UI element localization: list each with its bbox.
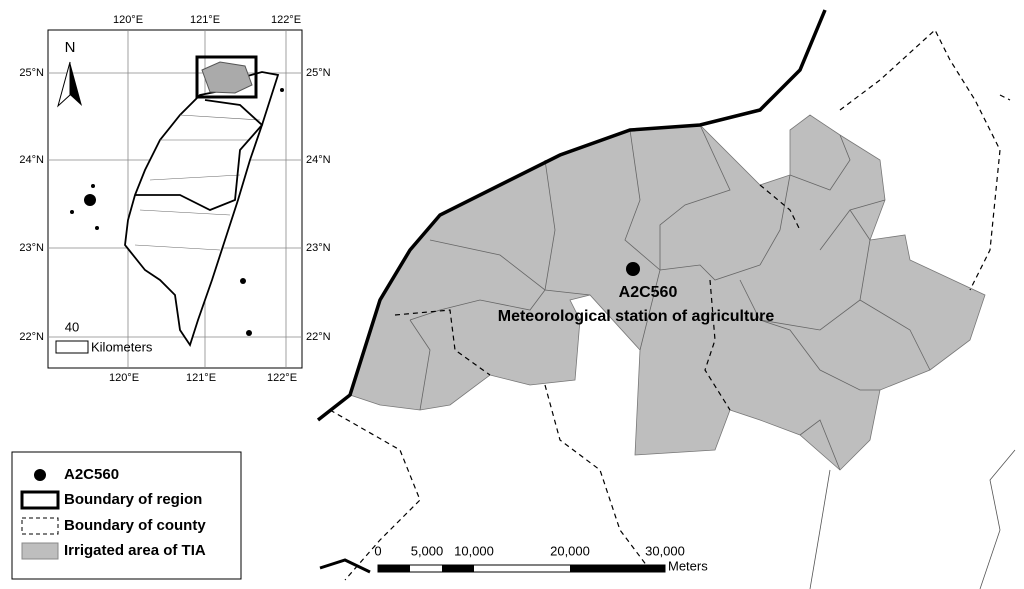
legend-symbol	[34, 469, 46, 481]
county-boundary	[329, 29, 1011, 581]
lon-label: 120°E	[113, 14, 143, 26]
station-description: Meteorological station of agriculture	[498, 308, 775, 325]
lat-label: 23°N	[19, 242, 44, 254]
scale-bar	[377, 564, 666, 573]
legend-label: A2C560	[64, 466, 119, 483]
lat-label: 22°N	[306, 331, 331, 343]
station-id: A2C560	[619, 284, 678, 301]
lon-label: 121°E	[186, 372, 216, 384]
coastline	[319, 558, 371, 574]
region-irrigated	[201, 61, 253, 94]
region-box	[195, 55, 258, 99]
legend-symbol	[21, 542, 59, 560]
scale-tick-label: 10,000	[454, 543, 494, 558]
lat-label: 24°N	[19, 154, 44, 166]
lat-label: 25°N	[19, 67, 44, 79]
north-label: N	[65, 39, 76, 56]
lat-label: 25°N	[306, 67, 331, 79]
north-arrow	[70, 62, 82, 106]
scale-segment	[378, 565, 410, 572]
district-lines	[409, 124, 931, 471]
station-marker	[626, 262, 640, 276]
legend: A2C560 Boundary of region Boundary of co…	[11, 451, 242, 580]
legend-label: Boundary of region	[64, 491, 202, 508]
lon-label: 122°E	[271, 14, 301, 26]
scale-unit: Meters	[668, 558, 708, 573]
scale-value: 40	[65, 319, 79, 334]
legend-label: Irrigated area of TIA	[64, 542, 206, 559]
thin-lines	[809, 449, 1016, 589]
scale-tick-label: 0	[374, 543, 381, 558]
scale-tick-label: 20,000	[550, 543, 590, 558]
scale-tick-label: 30,000	[645, 543, 685, 558]
scale-segment	[570, 565, 665, 572]
lat-label: 22°N	[19, 331, 44, 343]
inset-map: N 40 Kilometers	[47, 29, 303, 369]
scale-segment	[442, 565, 474, 572]
scale-tick-label: 5,000	[411, 543, 444, 558]
scale-box	[55, 340, 89, 354]
taiwan-counties	[134, 114, 261, 251]
main-map: A2C560 Meteorological station of agricul…	[316, 9, 1016, 589]
legend-symbol	[20, 490, 60, 510]
coastline	[316, 9, 827, 422]
region-boundaries	[135, 99, 264, 211]
legend-frame	[11, 451, 242, 580]
lon-label: 120°E	[109, 372, 139, 384]
islands	[70, 88, 284, 336]
legend-symbol	[21, 517, 59, 535]
lat-label: 24°N	[306, 154, 331, 166]
scale-unit: Kilometers	[91, 339, 153, 354]
lon-label: 121°E	[190, 14, 220, 26]
lat-label: 23°N	[306, 242, 331, 254]
lon-label: 122°E	[267, 372, 297, 384]
legend-label: Boundary of county	[64, 517, 206, 534]
